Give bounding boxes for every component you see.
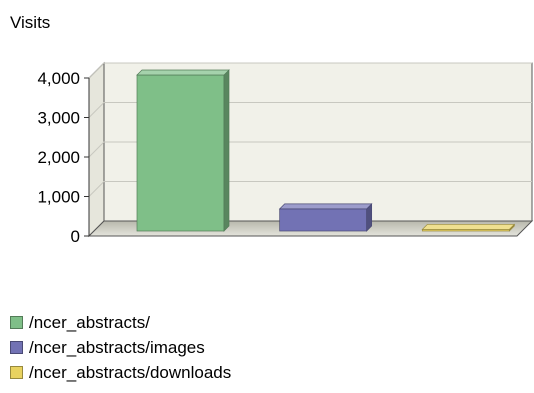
legend: /ncer_abstracts/ /ncer_abstracts/images … [10, 310, 231, 385]
legend-item-ncer-abstracts-downloads: /ncer_abstracts/downloads [10, 360, 231, 385]
y-tick-label: 3,000 [37, 109, 80, 128]
bar [278, 203, 373, 232]
gridline [88, 181, 532, 197]
y-tick-label: 4,000 [37, 69, 80, 88]
y-tick-label: 2,000 [37, 148, 80, 167]
bar-front [136, 74, 225, 232]
bar [136, 69, 230, 232]
legend-swatch [10, 316, 23, 329]
legend-label: /ncer_abstracts/images [29, 337, 205, 357]
gridline [88, 62, 532, 79]
bar-side [223, 69, 230, 232]
legend-swatch [10, 341, 23, 354]
bar-top [421, 224, 516, 230]
plot-area: 0 1,000 2,000 3,000 4,000 [37, 61, 534, 246]
legend-item-ncer-abstracts-images: /ncer_abstracts/images [10, 335, 231, 360]
legend-item-ncer-abstracts: /ncer_abstracts/ [10, 310, 231, 335]
bar-top [136, 69, 230, 76]
gridline [88, 102, 532, 118]
bar-top [278, 203, 373, 210]
bar-chart: Visits 0 1,000 2,000 3,000 4,000 [10, 13, 534, 246]
legend-label: /ncer_abstracts/ [29, 312, 150, 332]
y-tick-label: 0 [71, 227, 80, 246]
bar [421, 223, 516, 232]
gridline [88, 141, 532, 158]
legend-swatch [10, 366, 23, 379]
y-tick-label: 1,000 [37, 188, 80, 207]
y-axis-title: Visits [10, 13, 50, 32]
legend-label: /ncer_abstracts/downloads [29, 362, 232, 382]
bar-front [279, 208, 368, 232]
